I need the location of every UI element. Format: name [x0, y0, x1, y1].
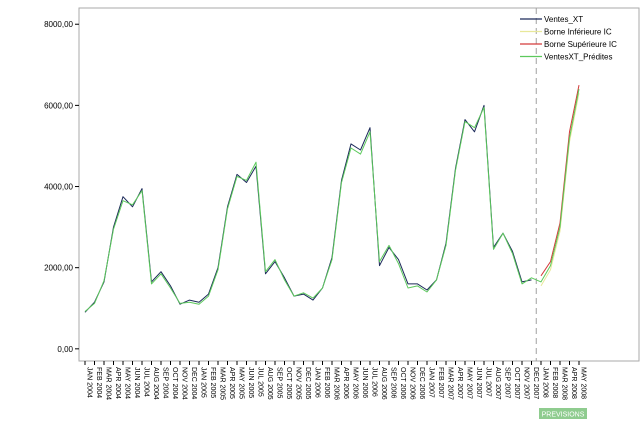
x-tick-label: SEP 2006 — [390, 367, 397, 399]
x-tick-label: APR 2006 — [342, 367, 349, 399]
x-tick-label: FEB 2004 — [95, 367, 102, 398]
x-tick-label: JAN 2008 — [542, 367, 549, 398]
x-tick-label: SEP 2007 — [504, 367, 511, 399]
x-tick-label: APR 2007 — [456, 367, 463, 399]
x-tick-label: MAR 2006 — [333, 367, 340, 400]
x-tick-label: JUN 2006 — [361, 367, 368, 398]
x-tick-label: APR 2004 — [114, 367, 121, 399]
x-axis: JAN 2004 FEB 2004 MAR 2004 APR 2004 MAY 2004… — [84, 361, 587, 400]
x-tick-label: JAN 2005 — [200, 367, 207, 398]
x-tick-label: MAR 2004 — [105, 367, 112, 400]
series-line-1 — [540, 93, 580, 287]
x-tick-label: SEP 2005 — [276, 367, 283, 399]
series-line-3 — [84, 89, 580, 312]
x-tick-label: FEB 2006 — [323, 367, 330, 398]
x-tick-label: APR 2005 — [228, 367, 235, 399]
x-tick-label: DEC 2007 — [532, 367, 539, 399]
x-tick-label: NOV 2006 — [409, 367, 416, 400]
x-tick-label: JUL 2005 — [257, 367, 264, 397]
x-tick-label: MAY 2005 — [238, 367, 245, 399]
x-tick-label: JUL 2004 — [143, 367, 150, 397]
x-tick-label: DEC 2005 — [304, 367, 311, 399]
x-tick-label: JAN 2007 — [428, 367, 435, 398]
forecast-label-background — [539, 408, 587, 419]
x-tick-label: JUN 2005 — [247, 367, 254, 398]
plot-frame — [78, 7, 640, 362]
legend-label: Borne Supérieure IC — [544, 40, 617, 49]
x-tick-label: JUN 2007 — [475, 367, 482, 398]
x-tick-label: JAN 2006 — [314, 367, 321, 398]
x-tick-label: OCT 2007 — [513, 367, 520, 399]
y-tick-label: 8000,00 — [44, 20, 73, 29]
x-tick-label: NOV 2004 — [181, 367, 188, 400]
series-lines — [84, 85, 580, 313]
x-tick-label: FEB 2007 — [437, 367, 444, 398]
x-tick-label: MAR 2008 — [561, 367, 568, 400]
x-tick-label: DEC 2006 — [418, 367, 425, 399]
y-axis: 0,00 2000,00 4000,00 6000,00 8000,00 — [44, 20, 79, 354]
x-tick-label: NOV 2007 — [523, 367, 530, 400]
y-tick-label: 4000,00 — [44, 183, 73, 192]
x-tick-label: FEB 2008 — [551, 367, 558, 398]
x-tick-label: SEP 2004 — [162, 367, 169, 399]
forecast-label-box: PREVISIONS — [539, 408, 587, 419]
y-tick-label: 2000,00 — [44, 264, 73, 273]
x-tick-label: OCT 2005 — [285, 367, 292, 399]
x-tick-label: NOV 2005 — [295, 367, 302, 400]
x-tick-label: DEC 2004 — [190, 367, 197, 399]
x-tick-label: JUN 2004 — [133, 367, 140, 398]
x-tick-label: JAN 2004 — [86, 367, 93, 398]
x-tick-label: MAR 2005 — [219, 367, 226, 400]
x-tick-label: MAY 2006 — [352, 367, 359, 399]
x-tick-label: AUG 2006 — [380, 367, 387, 400]
x-tick-label: OCT 2004 — [171, 367, 178, 399]
legend: Ventes_XT Borne Inférieure IC Borne Supéri… — [520, 15, 617, 62]
legend-label: Ventes_XT — [544, 15, 583, 24]
x-tick-label: AUG 2004 — [152, 367, 159, 400]
x-tick-label: MAY 2007 — [466, 367, 473, 399]
x-tick-label: AUG 2007 — [494, 367, 501, 400]
y-tick-label: 6000,00 — [44, 101, 73, 110]
x-tick-label: AUG 2005 — [266, 367, 273, 400]
y-tick-label: 0,00 — [57, 345, 73, 354]
x-tick-label: JUL 2006 — [371, 367, 378, 397]
forecast-label: PREVISIONS — [542, 412, 585, 419]
x-tick-label: OCT 2006 — [399, 367, 406, 399]
x-tick-label: APR 2008 — [570, 367, 577, 399]
x-tick-label: MAY 2008 — [580, 367, 587, 399]
legend-label: VentesXT_Prédites — [544, 53, 612, 62]
x-tick-label: MAY 2004 — [124, 367, 131, 399]
x-tick-label: JUL 2007 — [485, 367, 492, 397]
legend-label: Borne Inférieure IC — [544, 28, 612, 37]
x-tick-label: FEB 2005 — [209, 367, 216, 398]
x-tick-label: MAR 2007 — [447, 367, 454, 400]
